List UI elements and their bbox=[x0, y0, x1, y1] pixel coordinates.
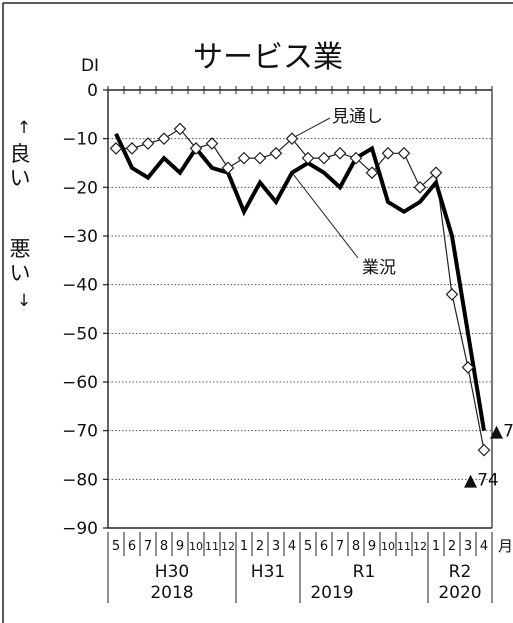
outlook-point bbox=[381, 146, 395, 160]
era-label: R1 bbox=[353, 562, 376, 582]
month-label: 8 bbox=[160, 539, 168, 554]
outlook-point bbox=[141, 137, 155, 150]
outlook-point bbox=[413, 180, 427, 194]
x-axis-month-labels: 5 6 7 8 9 10 11 12 1 2 3 4 5 6 7 8 9 10 11 12 1 2 3 4 bbox=[107, 532, 493, 556]
outlook-point bbox=[477, 443, 491, 457]
era-label: R2 bbox=[449, 562, 472, 582]
month-label: 2 bbox=[448, 539, 456, 554]
y-tick-label: −70 bbox=[62, 422, 98, 442]
month-label: 9 bbox=[368, 539, 376, 554]
outlook-point bbox=[125, 142, 139, 155]
y-tick-label: −40 bbox=[62, 276, 98, 296]
month-label: 6 bbox=[320, 539, 328, 554]
outlook-point bbox=[173, 122, 187, 136]
era-label: H30 bbox=[155, 562, 189, 582]
outlook-point bbox=[221, 161, 235, 175]
bad-label-1: 悪 bbox=[10, 237, 31, 261]
y-tick-label: −50 bbox=[62, 324, 98, 344]
outlook-point bbox=[205, 137, 219, 150]
y-tick-label: −90 bbox=[62, 519, 98, 539]
outlook-point bbox=[285, 132, 299, 146]
y-tick-label: 0 bbox=[87, 81, 98, 101]
y-tick-label: −80 bbox=[62, 470, 98, 490]
month-label: 6 bbox=[128, 539, 136, 554]
month-label: 3 bbox=[464, 539, 472, 554]
series-markers bbox=[109, 122, 491, 457]
month-label: 1 bbox=[240, 539, 248, 554]
business-callout-line bbox=[291, 172, 359, 259]
outlook-point bbox=[157, 132, 171, 146]
chart-title: サービス業 bbox=[193, 40, 343, 75]
good-label-2: い bbox=[10, 166, 31, 190]
year-label: 2018 bbox=[150, 583, 193, 603]
month-label: 4 bbox=[288, 539, 296, 554]
outlook-callout-line bbox=[295, 117, 331, 137]
outlook-point bbox=[189, 142, 203, 155]
month-label: 2 bbox=[256, 539, 264, 554]
era-label: H31 bbox=[251, 562, 285, 582]
outlook-point bbox=[301, 151, 315, 165]
outlook-point bbox=[365, 166, 379, 180]
outlook-point bbox=[429, 166, 443, 180]
axes bbox=[107, 86, 493, 529]
month-label: 7 bbox=[144, 539, 152, 554]
outlook-point bbox=[333, 146, 347, 160]
end-annotations: ▲7 ▲74 bbox=[464, 422, 513, 491]
outlook-point bbox=[397, 146, 411, 160]
month-label: 1 bbox=[432, 539, 440, 554]
outlook-point bbox=[253, 151, 267, 165]
year-label: 2019 bbox=[310, 583, 353, 603]
month-label: 11 bbox=[205, 540, 219, 553]
series-label-outlook: 見通し bbox=[332, 107, 383, 127]
outlook-point bbox=[317, 151, 331, 165]
series-lines bbox=[114, 128, 486, 451]
gridlines bbox=[108, 138, 492, 480]
series-line-business bbox=[114, 132, 486, 432]
month-label: 10 bbox=[381, 540, 395, 553]
outlook-point bbox=[109, 142, 123, 155]
end-annotation-outlook: ▲74 bbox=[464, 470, 499, 490]
month-label: 11 bbox=[397, 540, 411, 553]
month-label: 3 bbox=[272, 539, 280, 554]
series-label-business: 業況 bbox=[362, 258, 396, 278]
outlook-point bbox=[269, 146, 283, 160]
unit-label: DI bbox=[81, 56, 99, 76]
month-unit-label: 月 bbox=[498, 537, 513, 555]
y-axis-ticks: 0 −10 −20 −30 −40 −50 −60 −70 −80 −90 bbox=[62, 81, 108, 539]
good-label-1: 良 bbox=[10, 142, 31, 166]
y-tick-label: −20 bbox=[62, 178, 98, 198]
month-label: 8 bbox=[352, 539, 360, 554]
month-label: 12 bbox=[221, 540, 235, 553]
y-tick-label: −30 bbox=[62, 227, 98, 247]
month-label: 9 bbox=[176, 539, 184, 554]
y-tick-label: −10 bbox=[62, 130, 98, 150]
outlook-point bbox=[445, 288, 459, 301]
month-label: 5 bbox=[112, 539, 120, 554]
outlook-point bbox=[461, 361, 475, 374]
month-label: 10 bbox=[189, 540, 203, 553]
year-label: 2020 bbox=[438, 583, 481, 603]
end-annotation-business: ▲7 bbox=[490, 422, 513, 442]
month-label: 7 bbox=[336, 539, 344, 554]
month-label: 12 bbox=[413, 540, 427, 553]
outlook-point bbox=[237, 151, 251, 165]
month-label: 4 bbox=[480, 539, 488, 554]
y-tick-label: −60 bbox=[62, 373, 98, 393]
bad-arrow: ↓ bbox=[17, 291, 31, 311]
outlook-point bbox=[349, 151, 363, 165]
bad-label-2: い bbox=[10, 261, 31, 285]
series-line-outlook bbox=[116, 128, 485, 451]
month-label: 5 bbox=[304, 539, 312, 554]
good-arrow: ↑ bbox=[17, 118, 31, 138]
